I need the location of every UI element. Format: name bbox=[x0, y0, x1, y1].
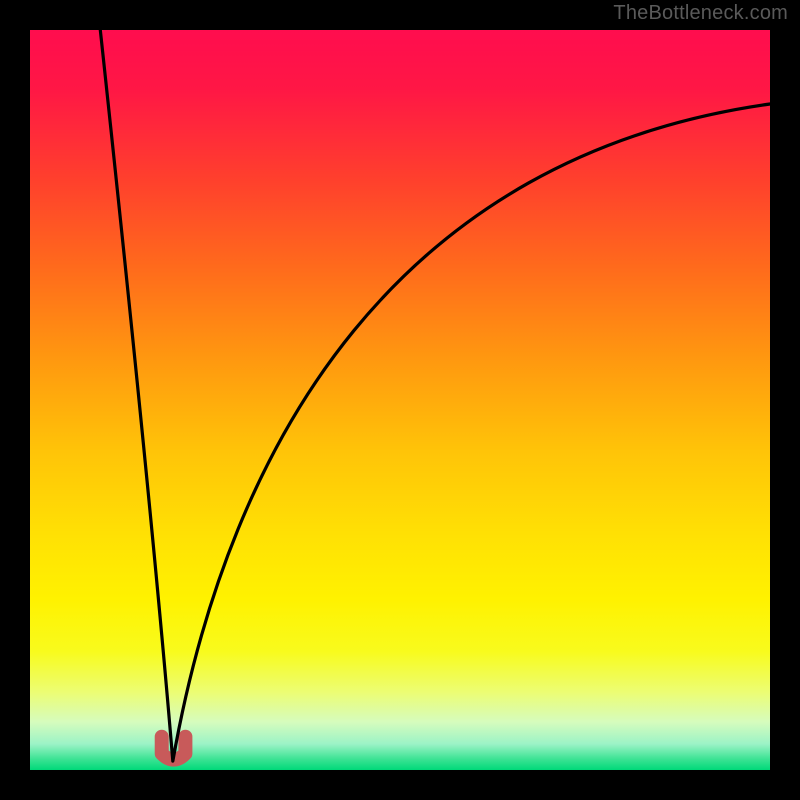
chart-svg bbox=[0, 0, 800, 800]
chart-container: TheBottleneck.com bbox=[0, 0, 800, 800]
plot-background bbox=[30, 30, 770, 770]
watermark-text: TheBottleneck.com bbox=[613, 2, 788, 25]
